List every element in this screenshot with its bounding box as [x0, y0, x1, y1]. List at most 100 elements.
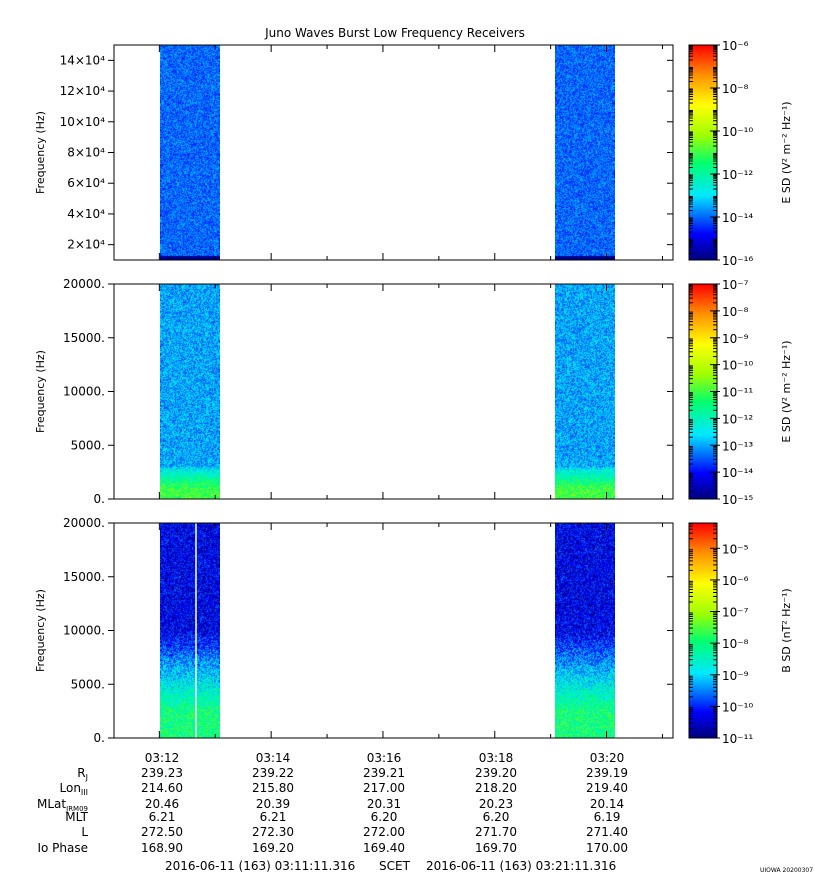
ephem-value: 215.80	[252, 781, 294, 795]
y-tick-label: 12×10⁴	[60, 84, 106, 98]
chart-title: Juno Waves Burst Low Frequency Receivers	[264, 26, 525, 40]
colorbar-tick-label: 10⁻⁹	[722, 332, 749, 346]
colorbar-tick-label: 10⁻⁶	[722, 39, 749, 53]
ephem-value: 272.50	[141, 825, 183, 839]
y-tick-label: 10000.	[63, 385, 105, 399]
y-tick-label: 5000.	[71, 677, 105, 691]
y-tick-label: 15000.	[63, 331, 105, 345]
spectrogram-block	[160, 284, 220, 499]
ephem-value: 20.46	[145, 797, 179, 811]
colorbar-tick-label: 10⁻⁶	[722, 574, 749, 588]
spectrogram-block	[555, 523, 615, 738]
ephem-value: 271.40	[586, 825, 628, 839]
ephem-value: 169.70	[475, 841, 517, 855]
ephem-value: 6.21	[260, 810, 287, 824]
y-axis-label: Frequency (Hz)	[34, 589, 47, 672]
ephem-value: 239.23	[141, 766, 183, 780]
y-tick-label: 0.	[94, 492, 105, 506]
spectrogram-block	[160, 523, 220, 738]
colorbar-tick-label: 10⁻⁵	[722, 542, 749, 556]
panel-3: 0. 5000. 10000. 15000. 20000. Frequency (Hz) 1…	[34, 516, 793, 746]
ephemeris-table: RJ LonIII MLatJRM09 MLT L Io Phase 239.2…	[37, 766, 628, 855]
footer: 2016-06-11 (163) 03:11:11.316 SCET 2016-…	[165, 859, 813, 874]
colorbar-label: B SD (nT² Hz⁻¹)	[780, 588, 793, 672]
ephem-value: 272.00	[363, 825, 405, 839]
colorbar-tick-label: 10⁻¹⁶	[722, 254, 753, 268]
ephem-value: 239.19	[586, 766, 628, 780]
x-tick-label: 03:18	[479, 751, 514, 765]
y-tick-label: 10000.	[63, 624, 105, 638]
y-axis-label: Frequency (Hz)	[34, 111, 47, 194]
y-tick-label: 6×10⁴	[67, 176, 105, 190]
ephem-value: 6.19	[594, 810, 621, 824]
ephem-value: 218.20	[475, 781, 517, 795]
footer-start: 2016-06-11 (163) 03:11:11.316	[165, 859, 355, 873]
y-tick-label: 10×10⁴	[60, 115, 106, 129]
colorbar-tick-label: 10⁻⁹	[722, 669, 749, 683]
ephem-label-l: L	[81, 825, 88, 839]
panel-1: 2×10⁴ 4×10⁴ 6×10⁴ 8×10⁴ 10×10⁴ 12×10⁴ 14×10⁴ Fr…	[34, 39, 793, 268]
y-tick-label: 20000.	[63, 277, 105, 291]
ephem-value: 6.20	[371, 810, 398, 824]
footer-end: 2016-06-11 (163) 03:21:11.316	[426, 859, 616, 873]
ephem-value: 239.21	[363, 766, 405, 780]
footer-credit: UIOWA 20200307	[760, 867, 813, 874]
ephem-label-rj: RJ	[77, 766, 88, 782]
colorbar-tick-label: 10⁻⁸	[722, 82, 749, 96]
ephem-value: 20.14	[590, 797, 624, 811]
colorbar-tick-label: 10⁻¹¹	[722, 732, 753, 746]
ephem-value: 239.22	[252, 766, 294, 780]
ephem-value: 272.30	[252, 825, 294, 839]
spectrogram-block	[555, 284, 615, 499]
colorbar-tick-label: 10⁻¹⁴	[722, 211, 753, 225]
colorbar-tick-label: 10⁻¹⁵	[722, 493, 753, 507]
ephem-value: 20.39	[256, 797, 290, 811]
panels: 2×10⁴ 4×10⁴ 6×10⁴ 8×10⁴ 10×10⁴ 12×10⁴ 14×10⁴ Fr…	[34, 39, 793, 746]
colorbar-tick-label: 10⁻¹³	[722, 439, 753, 453]
ephem-value: 239.20	[475, 766, 517, 780]
colorbar-tick-label: 10⁻¹⁴	[722, 466, 753, 480]
spectrogram-block	[160, 45, 220, 260]
colorbar-tick-label: 10⁻¹²	[722, 412, 753, 426]
spectrogram-block	[555, 45, 615, 260]
colorbar-tick-label: 10⁻⁸	[722, 305, 749, 319]
ephem-value: 6.20	[483, 810, 510, 824]
ephem-value: 214.60	[141, 781, 183, 795]
ephem-value: 169.40	[363, 841, 405, 855]
x-tick-label: 03:20	[590, 751, 625, 765]
ephem-value: 20.23	[479, 797, 513, 811]
ephem-label-lon: LonIII	[60, 781, 89, 797]
x-tick-label: 03:12	[145, 751, 180, 765]
y-tick-label: 20000.	[63, 516, 105, 530]
ephem-label-io: Io Phase	[37, 841, 88, 855]
y-tick-label: 4×10⁴	[67, 207, 105, 221]
x-tick-label: 03:14	[256, 751, 291, 765]
panel-2: 0. 5000. 10000. 15000. 20000. Frequency (Hz) 1…	[34, 277, 793, 507]
y-tick-label: 15000.	[63, 570, 105, 584]
y-axis-label: Frequency (Hz)	[34, 350, 47, 433]
ephem-label-mlt: MLT	[65, 810, 88, 824]
colorbar-tick-label: 10⁻⁸	[722, 637, 749, 651]
colorbar-label: E SD (V² m⁻² Hz⁻¹)	[780, 101, 793, 203]
colorbar-label: E SD (V² m⁻² Hz⁻¹)	[780, 340, 793, 442]
ephem-value: 170.00	[586, 841, 628, 855]
ephem-value: 217.00	[363, 781, 405, 795]
colorbar-tick-label: 10⁻⁷	[722, 606, 749, 620]
colorbar-tick-label: 10⁻¹²	[722, 168, 753, 182]
ephem-value: 20.31	[367, 797, 401, 811]
ephem-value: 219.40	[586, 781, 628, 795]
y-tick-label: 2×10⁴	[67, 238, 105, 252]
time-axis: 03:12 03:14 03:16 03:18 03:20	[145, 751, 625, 765]
ephem-value: 271.70	[475, 825, 517, 839]
ephem-value: 6.21	[149, 810, 176, 824]
ephem-value: 169.20	[252, 841, 294, 855]
y-tick-label: 5000.	[71, 438, 105, 452]
colorbar	[688, 522, 718, 739]
colorbar-tick-label: 10⁻¹⁰	[722, 700, 753, 714]
colorbar-tick-label: 10⁻¹⁰	[722, 125, 753, 139]
y-tick-label: 14×10⁴	[60, 53, 106, 67]
y-tick-label: 8×10⁴	[67, 146, 105, 160]
colorbar	[688, 44, 718, 261]
ephem-value: 168.90	[141, 841, 183, 855]
